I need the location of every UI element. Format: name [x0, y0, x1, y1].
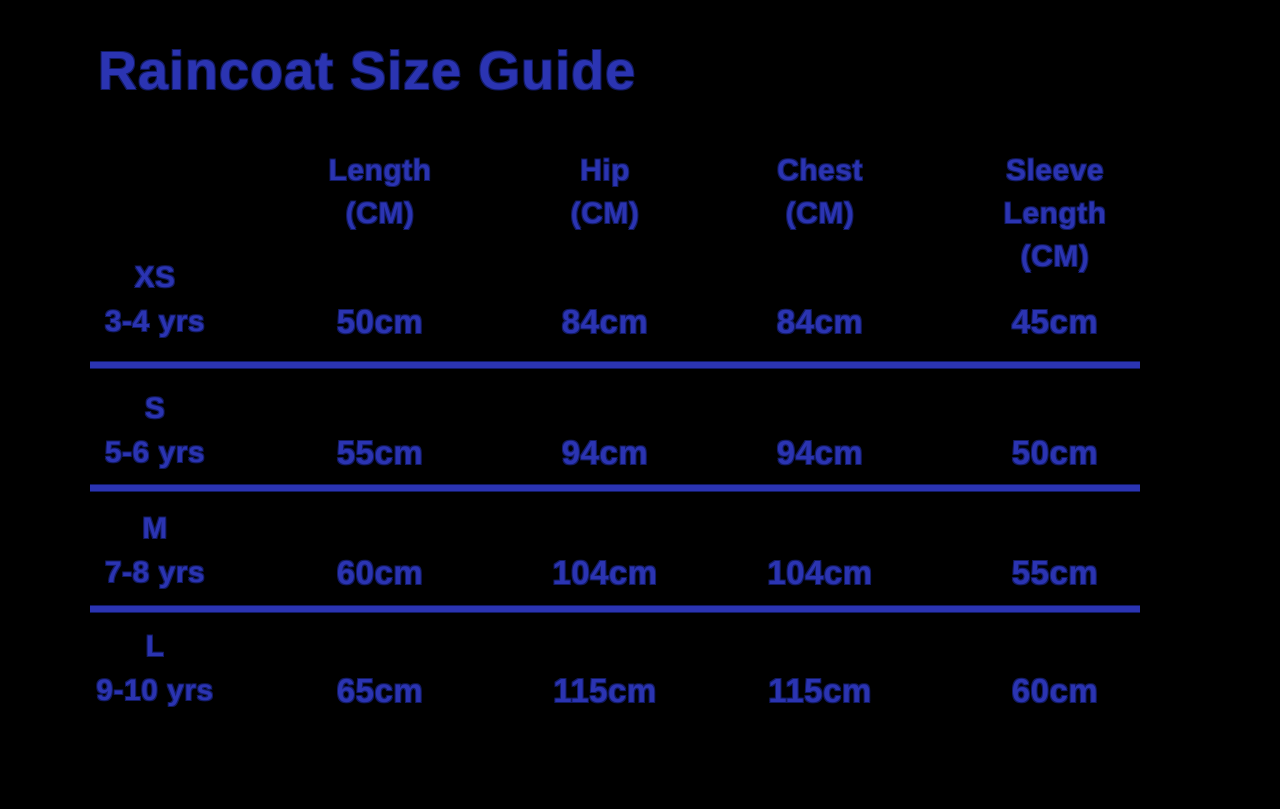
size-label: S: [144, 392, 166, 425]
hip-value: 84cm: [561, 303, 649, 340]
column-header-sleeve-line3: (CM): [1020, 240, 1090, 273]
length-value: 55cm: [336, 434, 424, 471]
size-cell: S 5-6 yrs: [90, 387, 220, 475]
page-title: Raincoat Size Guide: [98, 41, 637, 101]
row-divider: [90, 361, 1140, 369]
length-value: 60cm: [336, 554, 424, 591]
table-row-xs: XS 3-4 yrs 50cm 84cm 84cm 45cm: [90, 256, 1140, 344]
table-row-l: L 9-10 yrs 65cm 115cm 115cm 60cm: [90, 625, 1140, 713]
column-header-sleeve: Sleeve Length (CM): [970, 149, 1140, 278]
column-header-hip: Hip (CM): [540, 149, 670, 235]
table-row-m: M 7-8 yrs 60cm 104cm 104cm 55cm: [90, 507, 1140, 595]
sleeve-value: 45cm: [1011, 303, 1099, 340]
column-header-chest-line2: (CM): [785, 197, 855, 230]
size-cell: L 9-10 yrs: [90, 625, 220, 713]
length-value: 65cm: [336, 672, 424, 709]
column-header-length-line2: (CM): [345, 197, 415, 230]
size-label: L: [145, 630, 165, 663]
age-label: 3-4 yrs: [104, 305, 206, 338]
chest-value: 104cm: [767, 554, 873, 591]
row-divider: [90, 605, 1140, 613]
sleeve-value: 55cm: [1011, 554, 1099, 591]
sleeve-value: 60cm: [1011, 672, 1099, 709]
age-label: 9-10 yrs: [96, 674, 214, 707]
column-header-hip-line2: (CM): [570, 197, 640, 230]
size-cell: M 7-8 yrs: [90, 507, 220, 595]
chest-value: 84cm: [776, 303, 864, 340]
sleeve-value: 50cm: [1011, 434, 1099, 471]
size-label: M: [142, 512, 168, 545]
hip-value: 104cm: [552, 554, 658, 591]
column-header-sleeve-line1: Sleeve: [1005, 154, 1105, 187]
row-divider: [90, 484, 1140, 492]
column-header-length-line1: Length: [328, 154, 432, 187]
hip-value: 94cm: [561, 434, 649, 471]
hip-value: 115cm: [553, 672, 657, 709]
column-header-sleeve-line2: Length: [1003, 197, 1107, 230]
column-header-hip-line1: Hip: [580, 154, 630, 187]
column-header-length: Length (CM): [220, 149, 540, 235]
age-label: 7-8 yrs: [104, 556, 206, 589]
size-label: XS: [134, 261, 176, 294]
table-header-row: Length (CM) Hip (CM) Chest (CM) Sleeve L…: [90, 149, 1140, 278]
column-header-chest: Chest (CM): [670, 149, 970, 235]
size-cell: XS 3-4 yrs: [90, 256, 220, 344]
age-label: 5-6 yrs: [104, 436, 206, 469]
column-header-chest-line1: Chest: [777, 154, 863, 187]
table-row-s: S 5-6 yrs 55cm 94cm 94cm 50cm: [90, 387, 1140, 475]
chest-value: 115cm: [768, 672, 872, 709]
length-value: 50cm: [336, 303, 424, 340]
chest-value: 94cm: [776, 434, 864, 471]
